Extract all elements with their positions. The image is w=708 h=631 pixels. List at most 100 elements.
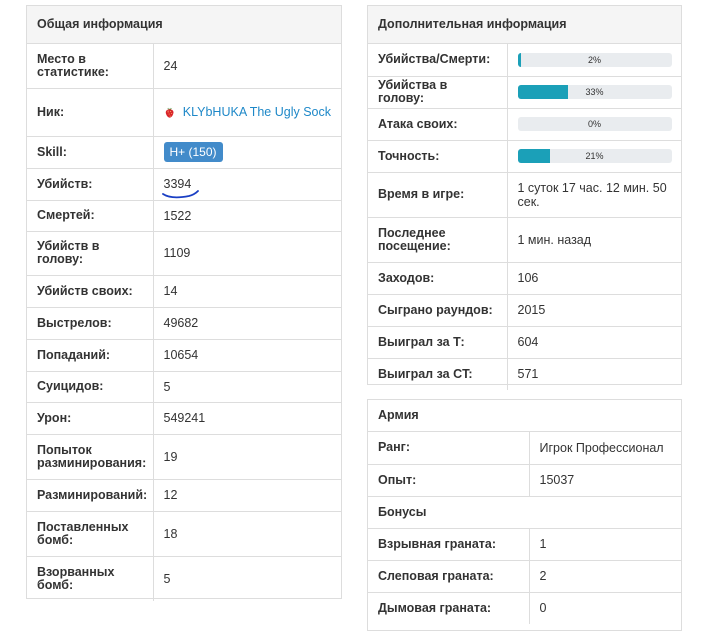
general-info-table: Место в статистике: 24 Ник:	[27, 44, 341, 601]
tk-label: Атака своих:	[368, 107, 507, 140]
planted-value: 18	[152, 510, 341, 556]
defuses-label: Разминирований:	[27, 478, 153, 511]
army-exp-value: 15037	[528, 463, 681, 496]
army-table: Ранг: Игрок Профессионал Опыт: 15037 Бон…	[368, 432, 681, 624]
won-t-label: Выиграл за Т:	[368, 325, 507, 358]
skill-cell: H+ (150)	[152, 135, 341, 168]
hs-progress-fill	[517, 85, 569, 99]
table-row: Суицидов: 5	[27, 370, 341, 402]
table-row: Дымовая граната: 0	[368, 591, 681, 624]
hits-label: Попаданий:	[27, 338, 153, 371]
table-row: Убийства/Смерти: 2%	[368, 44, 681, 76]
army-panel: Армия Ранг: Игрок Профессионал Опыт: 150…	[367, 399, 682, 631]
smoke-grenade-value: 0	[528, 591, 681, 624]
teamkills-value: 14	[152, 274, 341, 307]
deaths-value: 1522	[152, 199, 341, 231]
hs-progress-text: 33%	[585, 87, 604, 97]
suicides-label: Суицидов:	[27, 370, 153, 402]
acc-label: Точность:	[368, 139, 507, 172]
table-row: Время в игре: 1 суток 17 час. 12 мин. 50…	[368, 171, 681, 217]
visits-label: Заходов:	[368, 261, 507, 294]
extra-info-table: Убийства/Смерти: 2% Убийства в голову: 3…	[368, 44, 681, 390]
table-row: Выиграл за CT: 571	[368, 357, 681, 390]
rank-position-value: 24	[152, 44, 341, 88]
table-row: Бонусы	[368, 495, 681, 528]
deaths-label: Смертей:	[27, 199, 153, 231]
table-row: Убийств в голову: 1109	[27, 230, 341, 275]
table-row: Взрывная граната: 1	[368, 527, 681, 560]
kills-cell: 3394	[152, 167, 341, 200]
army-rank-label: Ранг:	[378, 440, 411, 455]
table-row: Опыт: 15037	[368, 463, 681, 496]
tk-progress-text: 0%	[587, 119, 601, 129]
shots-value: 49682	[152, 306, 341, 339]
acc-progress-fill	[517, 149, 550, 163]
kd-progress-bar: 2%	[517, 52, 672, 67]
last-seen-label: Последнее посещение:	[368, 216, 507, 262]
table-row: Смертей: 1522	[27, 199, 341, 231]
table-row: Поставленных бомб: 18	[27, 510, 341, 556]
general-info-title: Общая информация	[27, 6, 341, 44]
suicides-value: 5	[152, 370, 341, 402]
kills-label: Убийств:	[27, 167, 153, 200]
bonuses-title: Бонусы	[368, 495, 681, 528]
strawberry-icon	[165, 107, 174, 118]
table-row: Точность: 21%	[368, 139, 681, 172]
table-row: Место в статистике: 24	[27, 44, 341, 88]
table-row: Попаданий: 10654	[27, 338, 341, 371]
table-row: Убийств: 3394	[27, 167, 341, 200]
hits-value: 10654	[152, 338, 341, 371]
exploded-value: 5	[152, 555, 341, 601]
defuse-attempts-value: 19	[152, 433, 341, 479]
table-row: Убийств своих: 14	[27, 274, 341, 307]
tk-cell: 0%	[506, 107, 681, 140]
extra-info-title: Дополнительная информация	[368, 6, 681, 44]
rounds-label: Сыграно раундов:	[368, 293, 507, 326]
tk-progress-bar: 0%	[517, 117, 672, 131]
won-ct-label: Выиграл за CT:	[368, 357, 507, 390]
skill-label: Skill:	[27, 135, 153, 168]
flash-grenade-label: Слеповая граната:	[368, 559, 529, 592]
planted-label: Поставленных бомб:	[27, 510, 153, 556]
visits-value: 106	[506, 261, 681, 294]
table-row: Атака своих: 0%	[368, 107, 681, 140]
hs-progress-bar: 33%	[517, 85, 672, 99]
last-seen-value: 1 мин. назад	[506, 216, 681, 262]
table-row: Последнее посещение: 1 мин. назад	[368, 216, 681, 262]
headshots-label: Убийств в голову:	[27, 230, 153, 275]
won-t-value: 604	[506, 325, 681, 358]
smoke-grenade-label: Дымовая граната:	[368, 591, 529, 624]
kd-progress-text: 2%	[587, 54, 601, 65]
table-row: Слеповая граната: 2	[368, 559, 681, 592]
rounds-value: 2015	[506, 293, 681, 326]
skill-badge: H+ (150)	[163, 142, 223, 162]
nick-cell: KLYbHUKA The Ugly Sock	[152, 87, 341, 136]
army-exp-label: Опыт:	[368, 463, 529, 496]
playtime-label: Время в игре:	[368, 171, 507, 217]
nick-link[interactable]: KLYbHUKA The Ugly Sock	[182, 105, 331, 119]
general-info-panel: Общая информация Место в статистике: 24 …	[26, 5, 342, 601]
nick-label: Ник:	[27, 87, 153, 136]
army-rank-value: Игрок Профессионал	[528, 432, 681, 464]
table-row: Разминирований: 12	[27, 478, 341, 511]
hs-label: Убийства в голову:	[368, 75, 507, 108]
damage-value: 549241	[152, 401, 341, 434]
defuses-value: 12	[152, 478, 341, 511]
acc-progress-text: 21%	[585, 151, 604, 161]
damage-label: Урон:	[27, 401, 153, 434]
he-grenade-label: Взрывная граната:	[368, 527, 529, 560]
kills-value: 3394	[163, 177, 192, 191]
acc-cell: 21%	[506, 139, 681, 172]
hs-cell: 33%	[506, 75, 681, 108]
teamkills-label: Убийств своих:	[27, 274, 153, 307]
shots-label: Выстрелов:	[27, 306, 153, 339]
playtime-value: 1 суток 17 час. 12 мин. 50 сек.	[506, 171, 681, 217]
table-row: Сыграно раундов: 2015	[368, 293, 681, 326]
table-row: Ник: KLYbHUKA The Ugly Sock	[27, 87, 341, 136]
table-row: Урон: 549241	[27, 401, 341, 434]
headshots-value: 1109	[152, 230, 341, 275]
won-ct-value: 571	[506, 357, 681, 390]
table-row: Ранг: Игрок Профессионал	[368, 432, 681, 464]
he-grenade-value: 1	[528, 527, 681, 560]
rank-position-label: Место в статистике:	[37, 51, 109, 79]
